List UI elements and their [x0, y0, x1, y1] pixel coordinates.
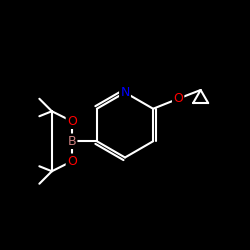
Text: O: O [67, 115, 77, 128]
Text: O: O [67, 155, 77, 168]
Text: O: O [173, 92, 183, 105]
Text: N: N [120, 86, 130, 99]
Text: B: B [68, 135, 76, 148]
